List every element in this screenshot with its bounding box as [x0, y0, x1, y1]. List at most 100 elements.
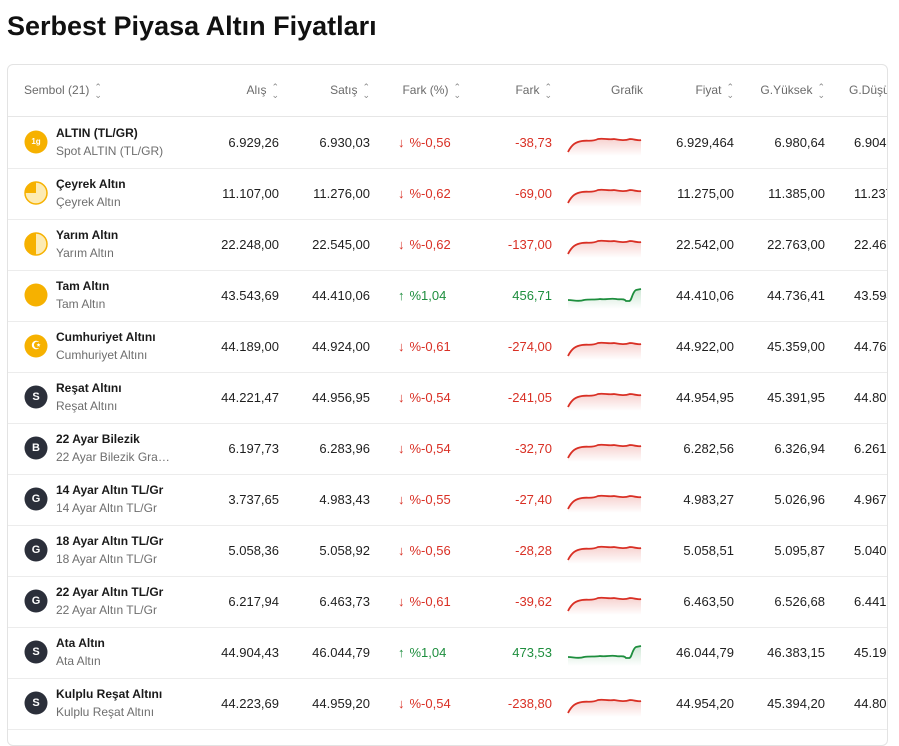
sell-value: 11.276,00: [313, 186, 370, 201]
icon-glyph: ☪: [31, 340, 41, 352]
header-sell[interactable]: Satış ⌃ ⌄: [330, 65, 370, 116]
sparkline-chart[interactable]: [566, 334, 642, 360]
arrow-down-icon: ↓: [398, 696, 405, 711]
table-row[interactable]: Yarım Altın Yarım Altın 22.248,00 22.545…: [8, 219, 887, 271]
header-symbol-label: Sembol (21): [24, 83, 90, 97]
table-row[interactable]: G 22 Ayar Altın TL/Gr 22 Ayar Altın TL/G…: [8, 576, 887, 628]
sparkline-chart[interactable]: [566, 283, 642, 309]
change-pct-value: %-0,56: [409, 543, 451, 558]
change-pct: ↓ %-0,56: [398, 525, 451, 576]
change-pct-value: %-0,61: [409, 339, 451, 354]
header-change[interactable]: Fark ⌃ ⌄: [515, 65, 552, 116]
row-symbol[interactable]: Cumhuriyet Altını: [56, 330, 156, 344]
header-price[interactable]: Fiyat ⌃ ⌄: [695, 65, 734, 116]
table-row[interactable]: Tam Altın Tam Altın 43.543,69 44.410,06 …: [8, 270, 887, 322]
buy-value: 44.221,47: [221, 390, 279, 405]
table-row[interactable]: B 22 Ayar Bilezik 22 Ayar Bilezik Gra… 6…: [8, 423, 887, 475]
header-change-pct[interactable]: Fark (%) ⌃ ⌄: [402, 65, 461, 116]
sparkline-chart[interactable]: [566, 691, 642, 717]
sort-icon[interactable]: ⌃ ⌄: [453, 81, 461, 100]
gram-gold-icon: 1g: [24, 130, 48, 154]
low-value: 6.261: [854, 441, 887, 456]
high-value: 6.980,64: [774, 135, 825, 150]
letter-g-icon: G: [24, 538, 48, 562]
arrow-down-icon: ↓: [398, 390, 405, 405]
icon-glyph: [24, 232, 48, 256]
sell-value: 6.930,03: [319, 135, 370, 150]
change-value: -69,00: [515, 186, 552, 201]
row-symbol[interactable]: 22 Ayar Bilezik: [56, 432, 140, 446]
change-pct: ↓ %-0,55: [398, 474, 451, 525]
table-row[interactable]: G 18 Ayar Altın TL/Gr 18 Ayar Altın TL/G…: [8, 525, 887, 577]
high-value: 45.391,95: [767, 390, 825, 405]
table-row[interactable]: S Reşat Altını Reşat Altını 44.221,47 44…: [8, 372, 887, 424]
buy-value: 5.058,36: [228, 543, 279, 558]
sort-icon[interactable]: ⌃ ⌄: [271, 81, 279, 100]
row-symbol[interactable]: 18 Ayar Altın TL/Gr: [56, 534, 164, 548]
sparkline-chart[interactable]: [566, 130, 642, 156]
row-symbol[interactable]: Yarım Altın: [56, 228, 119, 242]
header-buy-label: Alış: [246, 83, 267, 97]
buy-value: 44.223,69: [221, 696, 279, 711]
high-value: 6.326,94: [774, 441, 825, 456]
buy-value: 44.189,00: [221, 339, 279, 354]
high-value: 11.385,00: [768, 186, 825, 201]
row-symbol[interactable]: 14 Ayar Altın TL/Gr: [56, 483, 164, 497]
price-value: 44.954,20: [676, 696, 734, 711]
table-row[interactable]: G 14 Ayar Altın TL/Gr 14 Ayar Altın TL/G…: [8, 474, 887, 526]
change-pct-value: %-0,55: [409, 492, 451, 507]
arrow-down-icon: ↓: [398, 237, 405, 252]
buy-value: 6.197,73: [228, 441, 279, 456]
sparkline-chart[interactable]: [566, 538, 642, 564]
row-symbol[interactable]: Ata Altın: [56, 636, 105, 650]
header-symbol[interactable]: Sembol (21) ⌃ ⌄: [24, 65, 102, 116]
table-row[interactable]: S Kulplu Reşat Altını Kulplu Reşat Altın…: [8, 678, 887, 730]
row-symbol[interactable]: Çeyrek Altın: [56, 177, 126, 191]
header-change-label: Fark: [515, 83, 540, 97]
sparkline-chart[interactable]: [566, 487, 642, 513]
change-pct-value: %-0,61: [409, 594, 451, 609]
sort-icon[interactable]: ⌃ ⌄: [726, 81, 734, 100]
row-name: Ata Altın: [56, 654, 101, 668]
table-row[interactable]: S Ata Altın Ata Altın 44.904,43 46.044,7…: [8, 627, 887, 679]
sparkline-chart[interactable]: [566, 181, 642, 207]
sparkline-chart[interactable]: [566, 385, 642, 411]
low-value: 45.198: [854, 645, 887, 660]
high-value: 5.026,96: [774, 492, 825, 507]
low-value: 6.904: [854, 135, 887, 150]
row-name: Tam Altın: [56, 297, 106, 311]
row-symbol[interactable]: ALTIN (TL/GR): [56, 126, 138, 140]
sort-icon[interactable]: ⌃ ⌄: [817, 81, 825, 100]
sort-icon[interactable]: ⌃ ⌄: [362, 81, 370, 100]
change-value: 456,71: [512, 288, 552, 303]
row-symbol[interactable]: Kulplu Reşat Altını: [56, 687, 163, 701]
sell-value: 44.959,20: [312, 696, 370, 711]
header-buy[interactable]: Alış ⌃ ⌄: [246, 65, 279, 116]
change-value: -32,70: [515, 441, 552, 456]
table-row[interactable]: Çeyrek Altın Çeyrek Altın 11.107,00 11.2…: [8, 168, 887, 220]
change-pct-value: %-0,54: [409, 696, 451, 711]
sparkline-chart[interactable]: [566, 232, 642, 258]
change-value: -274,00: [507, 339, 552, 354]
letter-s-icon: S: [24, 691, 48, 715]
row-name: Cumhuriyet Altını: [56, 348, 148, 362]
sparkline-chart[interactable]: [566, 589, 642, 615]
change-pct-value: %-0,62: [409, 237, 451, 252]
sort-icon[interactable]: ⌃ ⌄: [544, 81, 552, 100]
change-pct: ↓ %-0,61: [398, 576, 451, 627]
change-pct-value: %-0,56: [409, 135, 451, 150]
header-high[interactable]: G.Yüksek ⌃ ⌄: [760, 65, 825, 116]
row-symbol[interactable]: 22 Ayar Altın TL/Gr: [56, 585, 164, 599]
row-symbol[interactable]: Reşat Altını: [56, 381, 122, 395]
sort-icon[interactable]: ⌃ ⌄: [94, 81, 102, 100]
sparkline-chart[interactable]: [566, 640, 642, 666]
arrow-up-icon: ↑: [398, 288, 405, 303]
low-value: 11.237: [854, 186, 887, 201]
row-symbol[interactable]: Tam Altın: [56, 279, 110, 293]
table-row[interactable]: 1g ALTIN (TL/GR) Spot ALTIN (TL/GR) 6.92…: [8, 117, 887, 169]
sell-value: 5.058,92: [319, 543, 370, 558]
price-value: 6.282,56: [683, 441, 734, 456]
table-row[interactable]: ☪ Cumhuriyet Altını Cumhuriyet Altını 44…: [8, 321, 887, 373]
header-low[interactable]: G.Düşük: [849, 83, 887, 97]
sparkline-chart[interactable]: [566, 436, 642, 462]
